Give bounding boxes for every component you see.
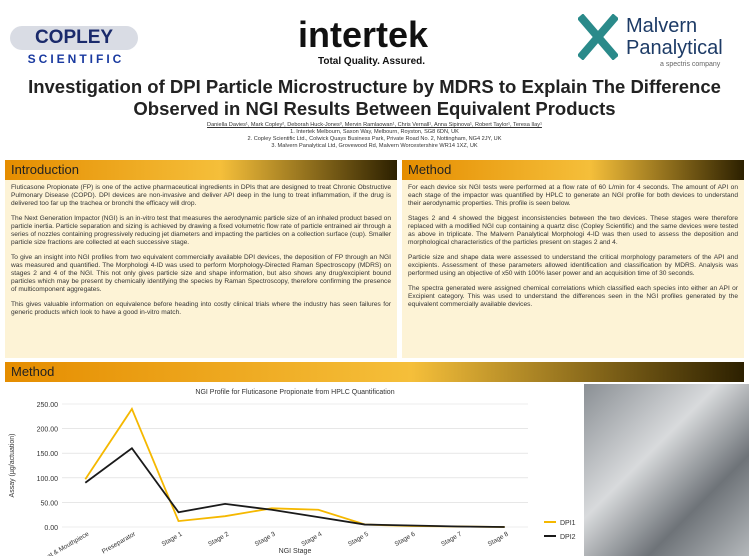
x-tick-label: Stage 7 [440, 530, 463, 547]
intertek-tagline: Total Quality. Assured. [318, 56, 426, 67]
intro-panel: Fluticasone Propionate (FP) is one of th… [5, 180, 397, 358]
paragraph: Stages 2 and 4 showed the biggest incons… [408, 215, 738, 246]
malvern-mark [576, 13, 620, 61]
x-tick-label: Throat & Mouthpiece [35, 530, 91, 556]
data-line [84, 407, 505, 528]
section-header: Method [5, 362, 744, 382]
data-line [84, 447, 505, 528]
authors-block: Daniella Davies¹, Mark Copley², Deborah … [0, 122, 749, 150]
copley-sub: SCIENTIFIC [27, 52, 125, 66]
x-tick-label: Stage 5 [347, 530, 370, 547]
x-tick-label: Stage 8 [487, 530, 510, 547]
ngi-photo [584, 384, 749, 556]
intertek-logo: intertek [298, 14, 429, 55]
x-tick-label: Stage 4 [300, 530, 323, 547]
x-tick-label: Preseparator [101, 530, 138, 555]
paragraph: Particle size and shape data were assess… [408, 254, 738, 277]
paragraph: Fluticasone Propionate (FP) is one of th… [11, 184, 391, 207]
section-header: Introduction [5, 160, 397, 180]
y-tick-label: 150.00 [37, 451, 59, 458]
affiliation: 3. Malvern Panalytical Ltd, Grovewood Rd… [271, 143, 478, 149]
y-tick-label: 50.00 [40, 500, 58, 507]
affiliation: 2. Copley Scientific Ltd., Colwick Quays… [247, 136, 502, 142]
malvern-logo: Malvern Panalytical [626, 15, 723, 59]
section-header: Method [402, 160, 744, 180]
malvern-x [576, 13, 620, 61]
y-tick-label: 250.00 [37, 402, 59, 409]
malvern-icon [576, 13, 620, 61]
y-tick-label: 0.00 [44, 525, 58, 532]
affiliation: 1. Intertek Melbourn, Saxon Way, Melbour… [290, 129, 459, 135]
x-tick-label: Stage 3 [254, 530, 277, 547]
authors: Daniella Davies¹, Mark Copley², Deborah … [207, 122, 542, 128]
malvern-sub: a spectris company [660, 61, 721, 68]
chart: NGI Profile for Fluticasone Propionate f… [9, 389, 576, 556]
x-axis-label: NGI Stage [279, 548, 312, 555]
x-tick-label: Stage 1 [161, 530, 184, 547]
y-tick-label: 200.00 [37, 427, 59, 434]
paragraph: To give an insight into NGI profiles fro… [11, 254, 391, 293]
method-panel: For each device six NGI tests were perfo… [402, 180, 744, 358]
paragraph: The Next Generation Impactor (NGI) is an… [11, 215, 391, 246]
x-tick-label: Stage 6 [394, 530, 417, 547]
paragraph: For each device six NGI tests were perfo… [408, 184, 738, 207]
poster-title: Investigation of DPI Particle Microstruc… [28, 76, 721, 119]
y-tick-label: 100.00 [37, 476, 59, 483]
paragraph: The spectra generated were assigned chem… [408, 285, 738, 308]
legend-label: DPI2 [560, 534, 576, 541]
paragraph: This gives valuable information on equiv… [11, 301, 391, 316]
copley-logo: COPLEY [10, 26, 138, 50]
legend-label: DPI1 [560, 520, 576, 527]
x-tick-label: Stage 2 [207, 530, 230, 547]
y-axis-label: Assay (µg/actuation) [9, 434, 16, 498]
chart-title: NGI Profile for Fluticasone Propionate f… [195, 389, 394, 396]
